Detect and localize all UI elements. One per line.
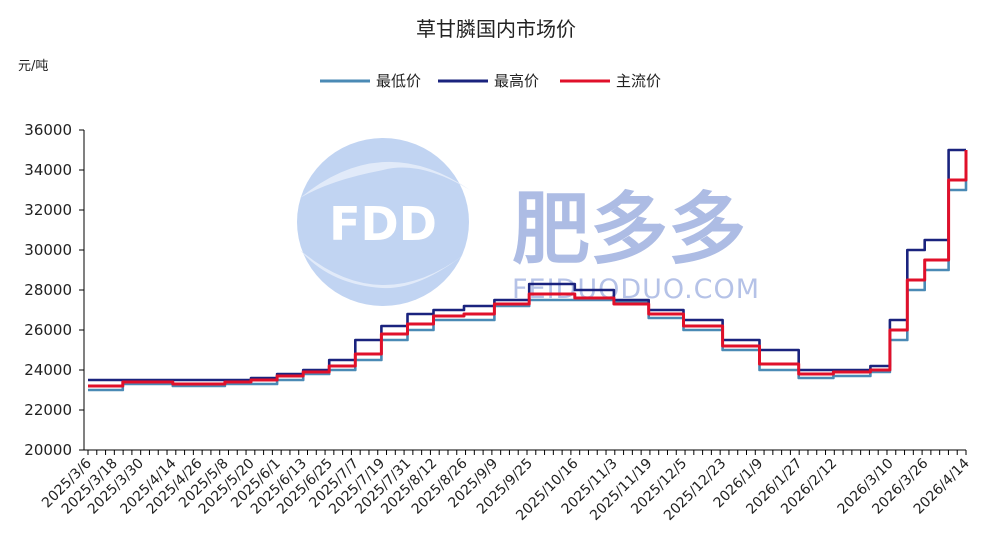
y-tick-label: 26000 <box>24 321 72 339</box>
series-line-1 <box>88 180 968 392</box>
series-line-3 <box>88 150 968 388</box>
y-tick-label: 24000 <box>24 361 72 379</box>
watermark: FDD 肥多多 FEIDUODUO.COM <box>297 138 759 306</box>
chart-title: 草甘膦国内市场价 <box>416 17 576 41</box>
y-tick-label: 22000 <box>24 401 72 419</box>
y-tick-label: 20000 <box>24 441 72 459</box>
legend-label: 主流价 <box>616 72 661 90</box>
watermark-logo-text: FDD <box>329 197 437 251</box>
y-axis-unit: 元/吨 <box>18 59 48 74</box>
y-tick-label: 32000 <box>24 201 72 219</box>
y-tick-label: 36000 <box>24 121 72 139</box>
watermark-logo: FDD <box>297 138 470 306</box>
y-axis-ticks: 20000 22000 24000 26000 28000 30000 32000 34000… <box>24 121 84 459</box>
series-group <box>88 148 968 392</box>
x-axis-ticks: 2025/3/62025/3/182025/3/302025/4/142025/… <box>39 450 973 524</box>
y-tick-label: 28000 <box>24 281 72 299</box>
legend-label: 最高价 <box>494 72 539 90</box>
legend: 最低价 最高价 主流价 <box>320 72 661 90</box>
legend-label: 最低价 <box>376 72 421 90</box>
watermark-brand: 肥多多 <box>512 185 746 275</box>
y-tick-label: 30000 <box>24 241 72 259</box>
y-tick-label: 34000 <box>24 161 72 179</box>
